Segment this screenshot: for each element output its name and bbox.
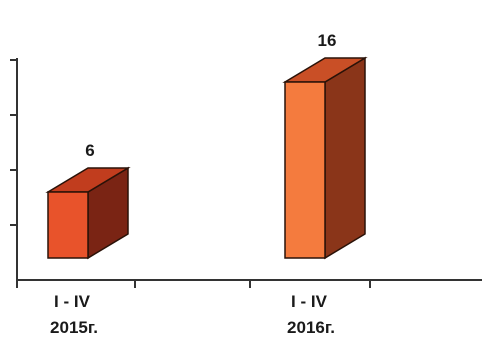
bar-2-side <box>324 56 366 260</box>
x-axis-ticks <box>16 280 371 288</box>
bar-1 <box>45 166 131 260</box>
value-label-2: 16 <box>318 31 337 50</box>
bars <box>45 56 368 260</box>
bar-1-front <box>47 191 89 259</box>
bar-2-front <box>284 81 326 259</box>
category-label-1-line1: I - IV <box>54 292 91 311</box>
y-axis-ticks <box>10 59 17 226</box>
category-label-1-line2: 2015г. <box>50 318 98 337</box>
value-label-1: 6 <box>85 141 94 160</box>
bar-2 <box>282 56 368 260</box>
labels: 6 I - IV 2015г. 16 I - IV 2016г. <box>50 31 336 337</box>
category-label-2-line2: 2016г. <box>287 318 335 337</box>
category-label-2-line1: I - IV <box>291 292 328 311</box>
